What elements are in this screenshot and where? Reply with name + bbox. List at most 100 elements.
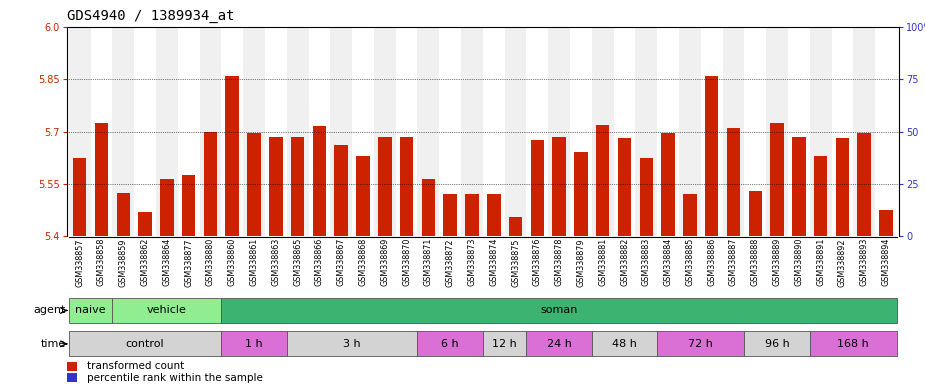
Bar (117, 192, 130, 236)
Bar (73, 158, 86, 236)
Bar (68, 331, 221, 356)
Text: GDS4940 / 1389934_at: GDS4940 / 1389934_at (67, 9, 234, 23)
Text: GSM338859: GSM338859 (118, 238, 128, 286)
Bar (854, 27, 875, 236)
Bar (509, 217, 523, 236)
Bar (705, 205, 719, 236)
Bar (335, 215, 348, 236)
Bar (835, 139, 849, 236)
Bar (509, 223, 523, 236)
Bar (265, 27, 287, 236)
Bar (727, 128, 740, 236)
Text: GSM338884: GSM338884 (663, 238, 672, 286)
Text: GSM338868: GSM338868 (359, 238, 367, 286)
Text: GSM338885: GSM338885 (685, 238, 695, 286)
Bar (204, 132, 217, 236)
Text: GSM338894: GSM338894 (882, 238, 891, 286)
Text: GSM338872: GSM338872 (446, 238, 455, 286)
Bar (526, 27, 549, 236)
Text: GSM338880: GSM338880 (206, 238, 215, 286)
Text: GSM338860: GSM338860 (228, 238, 237, 286)
Bar (745, 331, 809, 356)
Text: percentile rank within the sample: percentile rank within the sample (87, 372, 263, 382)
Text: GSM338869: GSM338869 (380, 238, 389, 286)
Bar (156, 27, 178, 236)
Bar (182, 175, 195, 236)
Bar (269, 137, 282, 236)
Text: GSM338864: GSM338864 (163, 238, 171, 286)
Bar (613, 27, 635, 236)
Text: 3 h: 3 h (343, 339, 361, 349)
Bar (592, 27, 613, 236)
Bar (73, 215, 86, 236)
Bar (309, 27, 330, 236)
Bar (112, 298, 221, 323)
Text: GSM338866: GSM338866 (314, 238, 324, 286)
Bar (313, 207, 327, 236)
Text: 48 h: 48 h (612, 339, 637, 349)
Text: GSM338874: GSM338874 (489, 238, 499, 286)
Bar (182, 217, 195, 236)
Bar (835, 211, 849, 236)
Bar (178, 27, 200, 236)
Bar (422, 179, 435, 236)
Bar (287, 331, 417, 356)
Bar (684, 219, 697, 236)
Bar (549, 27, 570, 236)
Bar (771, 123, 783, 236)
Text: GSM338891: GSM338891 (816, 238, 825, 286)
Bar (226, 205, 239, 236)
Bar (221, 27, 243, 236)
Text: 72 h: 72 h (688, 339, 713, 349)
Text: GSM338867: GSM338867 (337, 238, 346, 286)
Text: naive: naive (75, 305, 105, 316)
Text: GSM338889: GSM338889 (772, 238, 782, 286)
Bar (68, 298, 112, 323)
Bar (139, 212, 152, 236)
Bar (679, 27, 701, 236)
Bar (439, 27, 461, 236)
Text: GSM338871: GSM338871 (424, 238, 433, 286)
Bar (766, 27, 788, 236)
Text: GSM338881: GSM338881 (598, 238, 607, 286)
Bar (91, 27, 112, 236)
Bar (290, 209, 304, 236)
Text: GSM338876: GSM338876 (533, 238, 542, 286)
Bar (465, 194, 479, 236)
Bar (417, 331, 483, 356)
Bar (313, 126, 327, 236)
Bar (792, 211, 806, 236)
Bar (378, 211, 391, 236)
Bar (483, 331, 526, 356)
Bar (701, 27, 722, 236)
Bar (832, 27, 854, 236)
Bar (400, 137, 413, 236)
Bar (661, 209, 675, 236)
Bar (771, 209, 783, 236)
Text: GSM338882: GSM338882 (620, 238, 629, 286)
Bar (880, 210, 893, 236)
Bar (221, 298, 897, 323)
Bar (552, 137, 566, 236)
Text: GSM338887: GSM338887 (729, 238, 738, 286)
Bar (243, 27, 265, 236)
Bar (94, 211, 108, 236)
Bar (226, 76, 239, 236)
Bar (618, 211, 631, 236)
Text: GSM338863: GSM338863 (271, 238, 280, 286)
Bar (290, 137, 304, 236)
Bar (880, 223, 893, 236)
Bar (814, 156, 827, 236)
Bar (112, 27, 134, 236)
Text: GSM338877: GSM338877 (184, 238, 193, 286)
Bar (356, 156, 370, 236)
Bar (748, 191, 762, 236)
Bar (247, 209, 261, 236)
Text: agent: agent (34, 305, 67, 316)
Bar (618, 139, 631, 236)
Bar (400, 211, 413, 236)
Bar (68, 27, 91, 236)
Bar (417, 27, 439, 236)
Bar (748, 217, 762, 236)
Bar (857, 133, 871, 236)
